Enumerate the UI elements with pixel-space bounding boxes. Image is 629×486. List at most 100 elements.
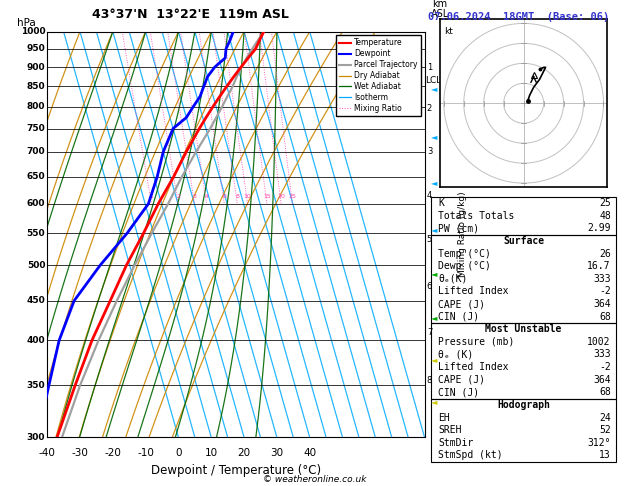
Text: 43°37'N  13°22'E  119m ASL: 43°37'N 13°22'E 119m ASL [92, 8, 289, 21]
Text: K: K [438, 198, 444, 208]
Text: 400: 400 [26, 336, 45, 345]
Text: 1: 1 [427, 63, 432, 71]
Text: 10: 10 [204, 448, 218, 457]
Text: ◄: ◄ [431, 84, 437, 93]
Text: CAPE (J): CAPE (J) [438, 375, 486, 385]
Text: Lifted Index: Lifted Index [438, 286, 509, 296]
Text: θₑ (K): θₑ (K) [438, 349, 474, 360]
Text: © weatheronline.co.uk: © weatheronline.co.uk [263, 474, 366, 484]
Text: 1: 1 [150, 194, 153, 199]
Text: 40: 40 [303, 448, 316, 457]
Text: 3: 3 [192, 194, 196, 199]
Text: CAPE (J): CAPE (J) [438, 299, 486, 309]
Text: 350: 350 [26, 381, 45, 390]
Text: 5: 5 [427, 235, 432, 244]
Text: ◄: ◄ [431, 225, 437, 234]
Text: CIN (J): CIN (J) [438, 312, 479, 322]
Text: LCL: LCL [425, 76, 442, 85]
Text: 364: 364 [593, 375, 611, 385]
Text: 52: 52 [599, 425, 611, 435]
Text: hPa: hPa [17, 17, 36, 28]
Text: 8: 8 [235, 194, 239, 199]
Text: Lifted Index: Lifted Index [438, 362, 509, 372]
Bar [431, 235, 616, 323]
Text: ◄: ◄ [431, 356, 437, 364]
Text: θₑ(K): θₑ(K) [438, 274, 468, 284]
Text: 7: 7 [427, 328, 432, 337]
Text: Totals Totals: Totals Totals [438, 211, 515, 221]
Text: 800: 800 [27, 102, 45, 111]
Text: 20: 20 [238, 448, 250, 457]
Text: -10: -10 [137, 448, 154, 457]
Text: 13: 13 [599, 451, 611, 460]
Text: 15: 15 [263, 194, 271, 199]
Text: -40: -40 [39, 448, 55, 457]
Text: 550: 550 [26, 228, 45, 238]
Text: 364: 364 [593, 299, 611, 309]
Text: km
ASL: km ASL [430, 0, 449, 19]
Text: -2: -2 [599, 286, 611, 296]
Text: ◄: ◄ [431, 178, 437, 188]
Text: StmSpd (kt): StmSpd (kt) [438, 451, 503, 460]
Text: 950: 950 [26, 44, 45, 53]
Text: Temp (°C): Temp (°C) [438, 248, 491, 259]
Text: 650: 650 [26, 173, 45, 181]
Text: 900: 900 [26, 63, 45, 71]
Bar [431, 197, 616, 235]
Text: Mixing Ratio (g/kg): Mixing Ratio (g/kg) [458, 191, 467, 278]
Text: SREH: SREH [438, 425, 462, 435]
Text: ◄: ◄ [431, 312, 437, 322]
Bar [431, 399, 616, 462]
Text: Surface: Surface [503, 236, 544, 246]
Text: Pressure (mb): Pressure (mb) [438, 337, 515, 347]
Legend: Temperature, Dewpoint, Parcel Trajectory, Dry Adiabat, Wet Adiabat, Isotherm, Mi: Temperature, Dewpoint, Parcel Trajectory… [336, 35, 421, 116]
Text: 850: 850 [26, 82, 45, 91]
Text: 07.06.2024  18GMT  (Base: 06): 07.06.2024 18GMT (Base: 06) [428, 12, 610, 22]
Text: CIN (J): CIN (J) [438, 387, 479, 398]
Text: 500: 500 [27, 260, 45, 270]
Text: Hodograph: Hodograph [497, 400, 550, 410]
Text: 68: 68 [599, 387, 611, 398]
Text: ◄: ◄ [431, 132, 437, 141]
Text: ◄: ◄ [431, 269, 437, 278]
Text: StmDir: StmDir [438, 438, 474, 448]
Text: 24: 24 [599, 413, 611, 422]
Text: 8: 8 [427, 376, 432, 385]
Text: 6: 6 [427, 281, 432, 291]
Text: -20: -20 [104, 448, 121, 457]
Text: -30: -30 [72, 448, 89, 457]
Text: 600: 600 [27, 199, 45, 208]
Text: EH: EH [438, 413, 450, 422]
Bar [431, 323, 616, 399]
Text: Dewp (°C): Dewp (°C) [438, 261, 491, 271]
Text: 4: 4 [204, 194, 209, 199]
Text: 700: 700 [26, 147, 45, 156]
Text: 300: 300 [27, 433, 45, 442]
Text: 2: 2 [176, 194, 180, 199]
Text: 450: 450 [26, 296, 45, 305]
Text: 25: 25 [599, 198, 611, 208]
Text: 6: 6 [223, 194, 226, 199]
Text: 0: 0 [175, 448, 182, 457]
Text: 312°: 312° [587, 438, 611, 448]
Text: 20: 20 [277, 194, 285, 199]
Text: ◄: ◄ [431, 398, 437, 406]
Text: -2: -2 [599, 362, 611, 372]
Text: 26: 26 [599, 248, 611, 259]
Text: 3: 3 [427, 147, 432, 156]
Text: 16.7: 16.7 [587, 261, 611, 271]
Text: 1000: 1000 [21, 27, 45, 36]
Text: 333: 333 [593, 274, 611, 284]
Text: Dewpoint / Temperature (°C): Dewpoint / Temperature (°C) [151, 464, 321, 477]
Text: 10: 10 [243, 194, 252, 199]
Text: 750: 750 [26, 124, 45, 133]
Text: 2.99: 2.99 [587, 224, 611, 233]
Text: 68: 68 [599, 312, 611, 322]
Text: 333: 333 [593, 349, 611, 360]
Text: 2: 2 [427, 104, 432, 113]
Text: 25: 25 [289, 194, 296, 199]
Text: Most Unstable: Most Unstable [486, 324, 562, 334]
Text: 30: 30 [270, 448, 284, 457]
Text: PW (cm): PW (cm) [438, 224, 479, 233]
Text: 48: 48 [599, 211, 611, 221]
